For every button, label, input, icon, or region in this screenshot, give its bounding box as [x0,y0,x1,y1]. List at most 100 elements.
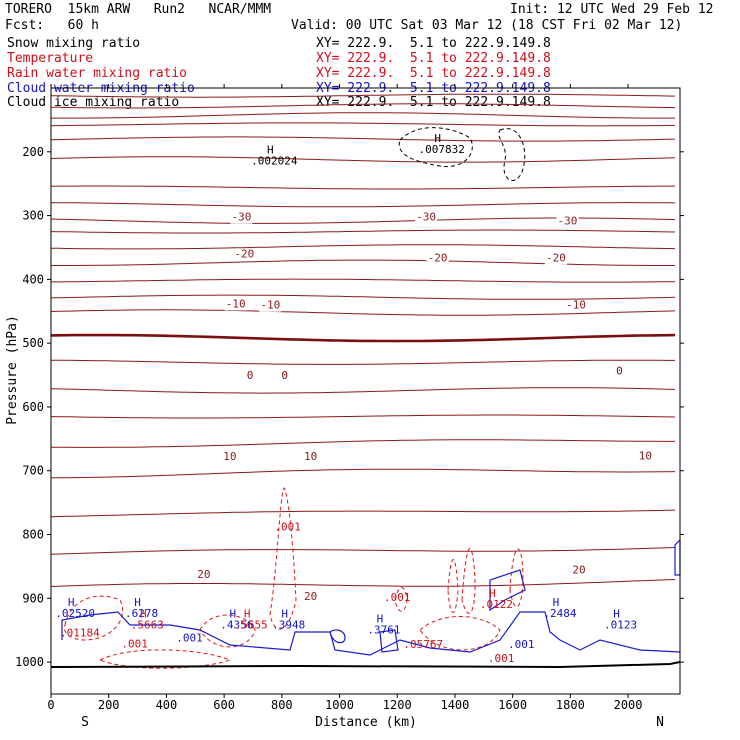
contour-label-bg [218,451,241,463]
contour-label-bg [544,253,567,265]
header-fcst: Fcst: 60 h [5,18,99,33]
isotherm-line [50,217,676,224]
isotherm-line [50,509,676,518]
isotherm-line [50,414,676,419]
header-valid: Valid: 00 UTC Sat 03 Mar 12 (18 CST Fri … [291,18,683,33]
x-tick-label: 0 [47,698,54,712]
contour-value-label: .05767 [403,638,443,651]
isotherm-line [50,156,676,163]
isotherm-line [50,309,676,316]
x-tick-label: 1800 [556,698,585,712]
isotherm-line [50,136,676,142]
y-tick-label: 200 [22,145,44,159]
contour-value-label: .001 [274,521,301,534]
legend-cloud-ice-xy: XY= 222.9. 5.1 to 222.9.149.8 [316,95,551,110]
isotherm-layer [50,93,676,587]
isotherm-line [50,359,675,365]
legend-cloud-ice-label: Cloud ice mixing ratio [7,95,180,110]
extremum-marker: H [613,607,620,620]
isotherm-line [50,468,676,479]
legend-rain-xy: XY= 222.9. 5.1 to 222.9.149.8 [316,66,551,81]
header-init: Init: 12 UTC Wed 29 Feb 12 [510,2,714,17]
contour-label: 0 [616,364,623,377]
isotherm-line [50,185,675,190]
legend-temperature-label: Temperature [7,51,94,66]
extremum-value: .4356 [220,618,253,631]
contour-label: -20 [428,252,448,265]
plot-frame [50,87,681,695]
isotherm-line [50,93,676,98]
header-title: TORERO 15km ARW Run2 NCAR/MMM [5,2,272,17]
contour-label: -10 [260,299,280,312]
y-tick-label: 500 [22,336,44,350]
cloud-ice-contour [398,127,473,168]
contour-label-bg [273,370,296,382]
isotherm-line [50,103,676,109]
extremum-value: .0123 [604,618,637,631]
rain-water-contour [461,548,476,614]
x-tick-label: 1000 [325,698,354,712]
rain-water-contour [419,616,501,651]
contour-label-bg [224,299,247,311]
extremum-marker: H [134,596,141,609]
extremum-marker: H [377,613,384,626]
hydrometeor-layer [50,127,681,669]
contour-label-bg [426,253,449,265]
cloud-water-contour [674,538,681,576]
contour-value-label: .001 [488,652,515,665]
contour-value-label: .001 [176,632,203,645]
contour-label: 20 [197,568,210,581]
isotherm-line [51,439,675,448]
contour-label: 10 [639,449,652,462]
x-tick-label: 800 [271,698,293,712]
isotherm-line [50,294,676,300]
contour-label: -30 [416,211,436,224]
contour-label-bg [230,212,253,224]
contour-label-bg [299,592,322,604]
extremum-value: .3761 [367,624,400,637]
contour-label: -10 [226,297,246,310]
cloud-water-contour [379,629,399,653]
isotherm-line [50,333,676,343]
contour-label-bg [239,370,262,382]
cloud-water-contour [61,611,681,656]
contour-label: 10 [304,450,317,463]
rain-water-contour [63,595,123,641]
contour-value-label: .001 [121,637,148,650]
rain-water-contour [447,559,459,613]
contour-label: 20 [304,590,317,603]
contour-label: -30 [558,215,578,228]
extremum-marker: H [434,132,441,145]
contour-label-bg [568,565,591,577]
contour-value-label: .001 [508,638,535,651]
legend-rain-label: Rain water mixing ratio [7,66,188,81]
extremum-value: .002024 [251,155,298,168]
contour-label-bg [565,300,588,312]
x-tick-label: 200 [98,698,120,712]
rain-water-contour [199,614,256,648]
cloud-ice-contour [498,128,526,181]
extremum-value: .02520 [55,607,95,620]
y-tick-label: 800 [22,528,44,542]
label-layer: -30 -30 -30 -20 -20 -20 -10 -10 -10 0 0 0 10 10 10 20 20… [55,132,657,665]
extremum-marker: H [244,607,251,620]
x-tick-label: 1200 [383,698,412,712]
y-tick-label: 400 [22,272,44,286]
isotherm-line [50,244,676,250]
isotherm-line [50,387,676,394]
extremum-value: .2484 [543,607,576,620]
x-tick-label: 2000 [614,698,643,712]
x-tick-label: 600 [213,698,235,712]
contour-label-bg [634,451,657,463]
extremum-value: .007832 [418,143,464,156]
contour-label-bg [233,249,256,261]
contour-label: -20 [546,252,566,265]
x-tick-label: 1400 [440,698,469,712]
contour-label-bg [192,569,215,581]
isotherm-line [51,112,675,119]
contour-value-label: .001 [384,591,411,604]
isotherm-line [50,229,676,234]
y-tick-label: 600 [22,400,44,414]
